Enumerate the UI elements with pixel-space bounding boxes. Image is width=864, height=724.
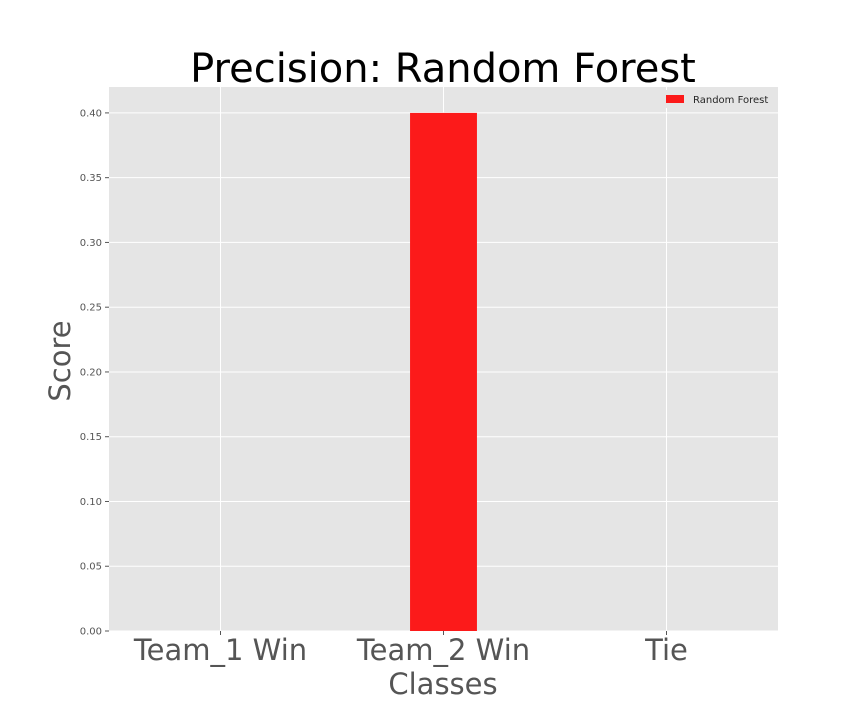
legend-box [660, 90, 774, 108]
legend-swatch [666, 95, 684, 103]
y-tick-label: 0.30 [80, 238, 102, 249]
y-tick-label: 0.05 [80, 562, 102, 573]
y-tick-label: 0.20 [80, 367, 102, 378]
x-tick-label: Tie [644, 633, 688, 667]
x-tick-label: Team_2 Win [356, 633, 530, 667]
y-axis-ticks: 0.00 0.05 0.10 0.15 0.20 0.25 0.30 0.35 0.40 [80, 108, 109, 638]
y-tick-label: 0.25 [80, 303, 102, 314]
y-axis-label: Score [43, 320, 77, 401]
y-tick-label: 0.15 [80, 432, 102, 443]
y-tick-label: 0.10 [80, 497, 102, 508]
x-axis-label: Classes [388, 667, 497, 701]
x-axis-ticks: Team_1 Win Team_2 Win Tie [133, 631, 688, 667]
y-tick-label: 0.40 [80, 108, 102, 119]
bars [410, 112, 477, 631]
x-tick-label: Team_1 Win [133, 633, 307, 667]
y-tick-label: 0.00 [80, 627, 102, 638]
legend: Random Forest [660, 90, 774, 108]
chart-title: Precision: Random Forest [190, 46, 696, 92]
legend-label-random-forest: Random Forest [693, 95, 768, 106]
bar-team-2-win [410, 112, 477, 631]
y-tick-label: 0.35 [80, 173, 102, 184]
